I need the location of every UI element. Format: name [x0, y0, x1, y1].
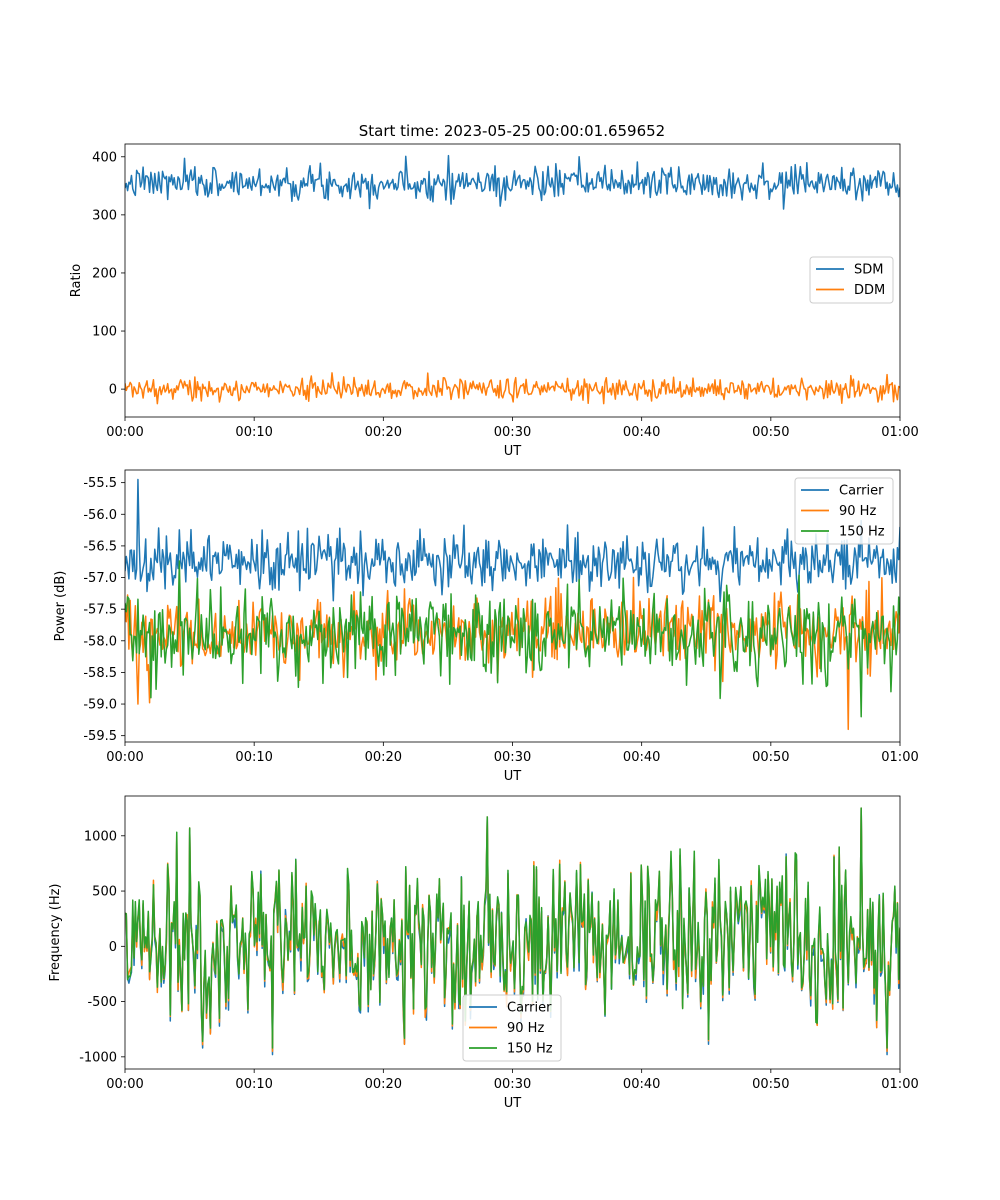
y-tick-label: -59.0: [83, 698, 117, 713]
x-tick-label: 00:40: [623, 1077, 660, 1092]
legend-entry: Carrier: [507, 1001, 552, 1016]
x-tick-label: 00:10: [235, 1077, 272, 1092]
legend-entry: 90 Hz: [507, 1021, 544, 1036]
y-tick-label: -57.0: [83, 571, 117, 586]
x-tick-label: 00:20: [365, 750, 402, 765]
y-axis-label: Ratio: [69, 264, 84, 297]
y-tick-label: -56.0: [83, 508, 117, 523]
legend: Carrier 90 Hz 150 Hz: [462, 994, 562, 1062]
legend-entry: 150 Hz: [507, 1042, 553, 1057]
x-tick-label: 00:30: [494, 1077, 531, 1092]
legend-entry: 90 Hz: [839, 504, 876, 519]
x-tick-label: 00:10: [235, 750, 272, 765]
legend-entry: DDM: [854, 283, 885, 298]
x-tick-label: 00:00: [106, 425, 143, 440]
x-tick-label: 01:00: [881, 750, 918, 765]
y-tick-label: 200: [92, 266, 117, 281]
x-tick-label: 00:50: [752, 750, 789, 765]
y-tick-label: -500: [87, 995, 117, 1010]
y-tick-label: -58.0: [83, 634, 117, 649]
axes-frame: [124, 469, 901, 743]
y-tick-label: -58.5: [83, 666, 117, 681]
panel-2: 00:00 00:10 00:20 00:30 00:40 00:50 01:00 -55.5…: [53, 469, 919, 784]
legend-entry: 150 Hz: [839, 525, 885, 540]
y-tick-label: -55.5: [83, 476, 117, 491]
x-axis-label: UT: [504, 444, 522, 459]
legend-entry: Carrier: [839, 484, 884, 499]
series-line-carrier: [125, 478, 900, 603]
x-tick-label: 01:00: [881, 425, 918, 440]
y-tick-label: 400: [92, 150, 117, 165]
panel-1: 00:00 00:10 00:20 00:30 00:40 00:50 01:00 0 100 2…: [69, 143, 919, 459]
legend-box: [462, 994, 562, 1062]
x-axis-label: UT: [504, 769, 522, 784]
y-tick-label: 0: [109, 383, 117, 398]
series-line-sdm: [125, 154, 900, 210]
x-tick-label: 00:50: [752, 425, 789, 440]
legend: SDM DDM: [809, 256, 894, 304]
x-axis-label: UT: [504, 1096, 522, 1111]
y-axis-label: Power (dB): [53, 571, 68, 642]
x-tick-label: 00:40: [623, 425, 660, 440]
x-tick-label: 00:30: [494, 750, 531, 765]
series-line-150-hz: [125, 807, 900, 1049]
y-tick-label: 100: [92, 325, 117, 340]
x-tick-label: 00:20: [365, 1077, 402, 1092]
series-line-ddm: [125, 372, 900, 405]
chart-title: Start time: 2023-05-25 00:00:01.659652: [359, 122, 665, 140]
legend: Carrier 90 Hz 150 Hz: [794, 477, 894, 545]
x-tick-label: 00:30: [494, 425, 531, 440]
y-tick-label: 1000: [84, 829, 117, 844]
x-tick-label: 00:00: [106, 1077, 143, 1092]
x-tick-label: 01:00: [881, 1077, 918, 1092]
x-tick-label: 00:00: [106, 750, 143, 765]
y-tick-label: -57.5: [83, 603, 117, 618]
legend-entry: SDM: [854, 263, 883, 278]
x-tick-label: 00:10: [235, 425, 272, 440]
y-tick-label: 0: [109, 940, 117, 955]
y-tick-label: 300: [92, 208, 117, 223]
y-axis-label: Frequency (Hz): [48, 883, 63, 981]
x-tick-label: 00:20: [365, 425, 402, 440]
x-tick-label: 00:50: [752, 1077, 789, 1092]
y-tick-label: -56.5: [83, 539, 117, 554]
legend-box: [794, 477, 894, 545]
panel-3: 00:00 00:10 00:20 00:30 00:40 00:50 01:00 1000 5…: [48, 795, 919, 1111]
y-tick-label: -59.5: [83, 729, 117, 744]
series-line-150-hz: [125, 560, 900, 718]
y-tick-label: 500: [92, 885, 117, 900]
y-tick-label: -1000: [79, 1050, 117, 1065]
x-tick-label: 00:40: [623, 750, 660, 765]
